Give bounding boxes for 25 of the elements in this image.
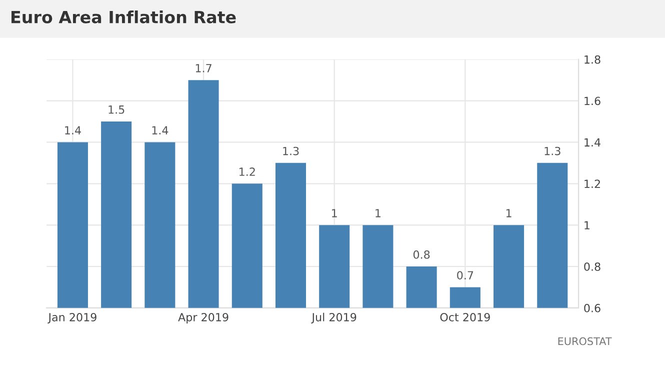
x-tick-label: Apr 2019: [178, 312, 228, 324]
y-tick-label: 1: [584, 221, 590, 230]
data-label: 1: [376, 209, 380, 218]
text: EUROSTAT: [558, 337, 612, 346]
y-tick-label: 1.4: [584, 138, 600, 146]
data-label: 1.7: [196, 64, 212, 72]
x-tick-label: Jan 2019: [48, 312, 96, 324]
y-tick-label: 1.2: [584, 180, 600, 188]
data-label: 1.2: [240, 168, 255, 176]
x-tick-label: Oct 2019: [440, 312, 490, 322]
y-tick-label: 0.8: [584, 262, 600, 271]
data-label: 1: [332, 209, 337, 218]
y-tick-label: 0.6: [584, 304, 600, 312]
data-label: 1.4: [152, 126, 168, 134]
data-label: 1.3: [544, 146, 560, 156]
y-tick-label: 1.8: [584, 55, 600, 64]
x-tick-label: Jul 2019: [311, 312, 356, 324]
data-label: 1: [506, 209, 512, 218]
data-label: 1.5: [108, 106, 124, 114]
data-label: 1.4: [65, 126, 81, 134]
data-label: 1.3: [283, 146, 299, 156]
chart-title: Euro Area Inflation Rate: [12, 10, 236, 24]
data-label: 0.7: [457, 271, 474, 280]
data-label: 0.8: [413, 250, 430, 259]
y-tick-label: 1.6: [584, 96, 600, 106]
